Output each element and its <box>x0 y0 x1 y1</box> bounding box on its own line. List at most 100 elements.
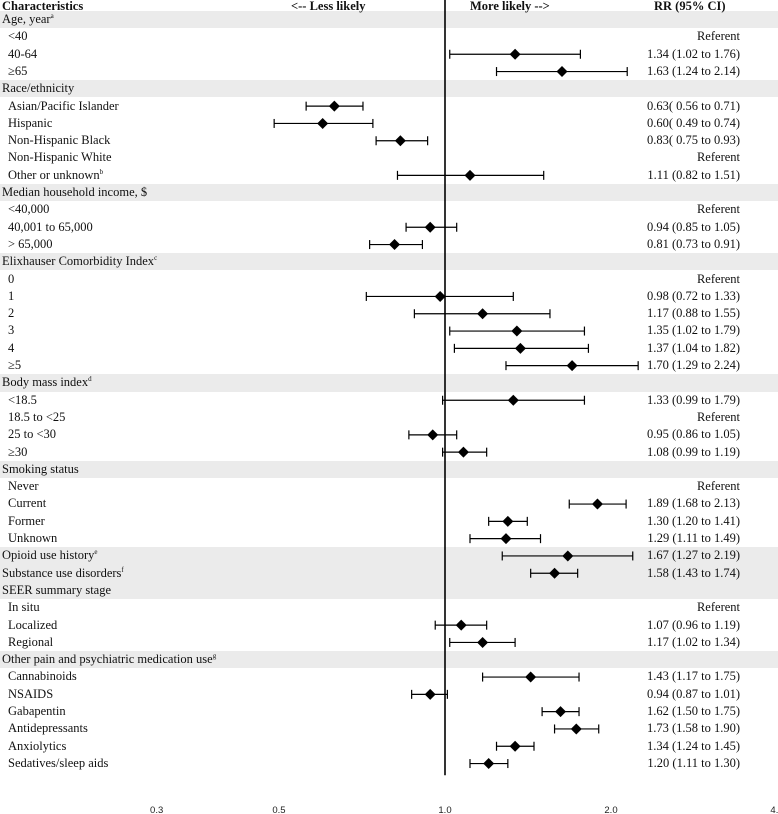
rr-value: Referent <box>696 150 740 165</box>
row-label: Age, yeara <box>2 12 54 26</box>
rr-value: 0.98 (0.72 to 1.33) <box>646 288 740 303</box>
rr-value: 1.70 (1.29 to 2.24) <box>646 358 740 372</box>
point-estimate <box>570 723 582 735</box>
rr-value: 1.33 (0.99 to 1.79) <box>646 392 740 407</box>
row-label: Cannabinoids <box>8 669 77 684</box>
row-label: 25 to <30 <box>8 427 57 442</box>
point-estimate <box>477 636 489 648</box>
footnote-marker: f <box>121 565 124 574</box>
rr-value: 0.83( 0.75 to 0.93) <box>646 133 740 148</box>
rr-value: 1.63 (1.24 to 2.14) <box>646 63 740 78</box>
point-estimate <box>317 117 329 129</box>
point-estimate <box>549 567 561 579</box>
row-label: Elixhauser Comorbidity Indexc <box>2 254 158 269</box>
point-estimate <box>509 740 521 752</box>
forest-row: Gabapentin 1.62 (1.50 to 1.75) <box>0 703 778 720</box>
rr-value: 1.89 (1.68 to 2.13) <box>646 496 740 511</box>
row-label: Hispanic <box>8 115 53 130</box>
row-label: <40,000 <box>8 202 50 217</box>
forest-section-row: Other pain and psychiatric medication us… <box>0 651 778 669</box>
forest-row: 2 1.17 (0.88 to 1.55) <box>0 305 778 322</box>
rr-value: 1.67 (1.27 to 2.19) <box>646 548 740 563</box>
rr-value: Referent <box>696 479 740 494</box>
rr-value: 1.11 (0.82 to 1.51) <box>647 167 740 182</box>
rr-value: 1.17 (1.02 to 1.34) <box>646 634 740 649</box>
forest-row: Unknown 1.29 (1.11 to 1.49) <box>0 530 778 547</box>
row-label: Former <box>8 513 45 528</box>
forest-row: Regional 1.17 (1.02 to 1.34) <box>0 634 778 651</box>
row-label: Median household income, $ <box>2 185 148 199</box>
rr-value: 1.37 (1.04 to 1.82) <box>646 340 740 355</box>
characteristics-header: Characteristics <box>2 0 84 13</box>
point-estimate <box>556 66 568 78</box>
row-label: Gabapentin <box>8 704 66 718</box>
forest-row: In situ Referent <box>0 599 778 616</box>
rr-value: 1.58 (1.43 to 1.74) <box>646 565 740 580</box>
point-estimate <box>511 325 523 337</box>
row-label: Localized <box>8 617 58 632</box>
forest-row: Cannabinoids 1.43 (1.17 to 1.75) <box>0 668 778 685</box>
forest-row: Antidepressants 1.73 (1.58 to 1.90) <box>0 720 778 737</box>
rr-header: RR (95% CI) <box>654 0 726 13</box>
row-label: Opioid use historye <box>2 548 98 563</box>
row-label: NSAIDS <box>8 686 54 701</box>
point-estimate <box>555 706 567 718</box>
forest-section-row: SEER summary stage <box>0 581 778 600</box>
footnote-marker: g <box>212 652 217 661</box>
forest-row: <40 Referent <box>0 28 778 45</box>
forest-row: ≥30 1.08 (0.99 to 1.19) <box>0 444 778 461</box>
rr-value: 1.17 (0.88 to 1.55) <box>646 306 740 321</box>
forest-row: Non-Hispanic White Referent <box>0 149 778 166</box>
row-label: Antidepressants <box>8 721 88 736</box>
row-label: <18.5 <box>8 392 37 407</box>
point-estimate <box>434 290 446 302</box>
more-likely-label: More likely --> <box>470 0 550 13</box>
row-label: ≥65 <box>8 63 28 78</box>
row-label: Current <box>8 496 47 511</box>
x-tick-label: 0.5 <box>272 805 285 814</box>
footnote-marker: b <box>99 167 104 176</box>
point-estimate <box>514 342 526 354</box>
row-label: Never <box>8 479 39 494</box>
forest-section-row: Elixhauser Comorbidity Indexc <box>0 253 778 271</box>
row-label: Race/ethnicity <box>2 81 75 96</box>
rr-value: 0.81 (0.73 to 0.91) <box>646 236 740 251</box>
point-estimate <box>483 758 495 770</box>
point-estimate <box>509 48 521 60</box>
forest-row: Asian/Pacific Islander 0.63( 0.56 to 0.71… <box>0 98 778 115</box>
less-likely-label: <-- Less likely <box>291 0 366 13</box>
point-estimate <box>502 515 514 527</box>
row-label: Non-Hispanic Black <box>8 133 111 148</box>
rr-value: 1.30 (1.20 to 1.41) <box>646 513 740 528</box>
forest-section-row: Body mass indexd <box>0 374 778 392</box>
point-estimate <box>566 360 578 372</box>
row-label: Anxiolytics <box>8 738 67 753</box>
row-label: Body mass indexd <box>2 375 92 390</box>
forest-row: Hispanic 0.60( 0.49 to 0.74) <box>0 115 778 132</box>
point-estimate <box>477 308 489 320</box>
row-label: 40-64 <box>8 46 38 61</box>
row-label: 3 <box>8 323 15 338</box>
footnote-marker: d <box>88 375 92 384</box>
forest-row: Anxiolytics 1.34 (1.24 to 1.45) <box>0 738 778 755</box>
point-estimate <box>424 688 436 700</box>
rr-value: 1.34 (1.24 to 1.45) <box>646 738 740 753</box>
rr-value: 1.43 (1.17 to 1.75) <box>646 669 740 684</box>
footnote-marker: a <box>50 12 54 20</box>
rr-value: 1.07 (0.96 to 1.19) <box>646 617 740 632</box>
forest-row: <40,000 Referent <box>0 201 778 218</box>
forest-row: <18.5 1.33 (0.99 to 1.79) <box>0 392 778 409</box>
row-label: 18.5 to <25 <box>8 409 66 424</box>
point-estimate <box>525 671 537 683</box>
point-estimate <box>464 169 476 181</box>
x-tick-label: 4.0 <box>770 805 778 814</box>
row-label: Asian/Pacific Islander <box>8 98 119 113</box>
rr-value: 1.20 (1.11 to 1.30) <box>647 755 740 770</box>
row-label: ≥5 <box>8 358 22 372</box>
point-estimate <box>389 239 401 251</box>
rr-value: 1.08 (0.99 to 1.19) <box>646 444 740 459</box>
forest-row: 18.5 to <25 Referent <box>0 409 778 426</box>
forest-row: ≥65 1.63 (1.24 to 2.14) <box>0 63 778 80</box>
